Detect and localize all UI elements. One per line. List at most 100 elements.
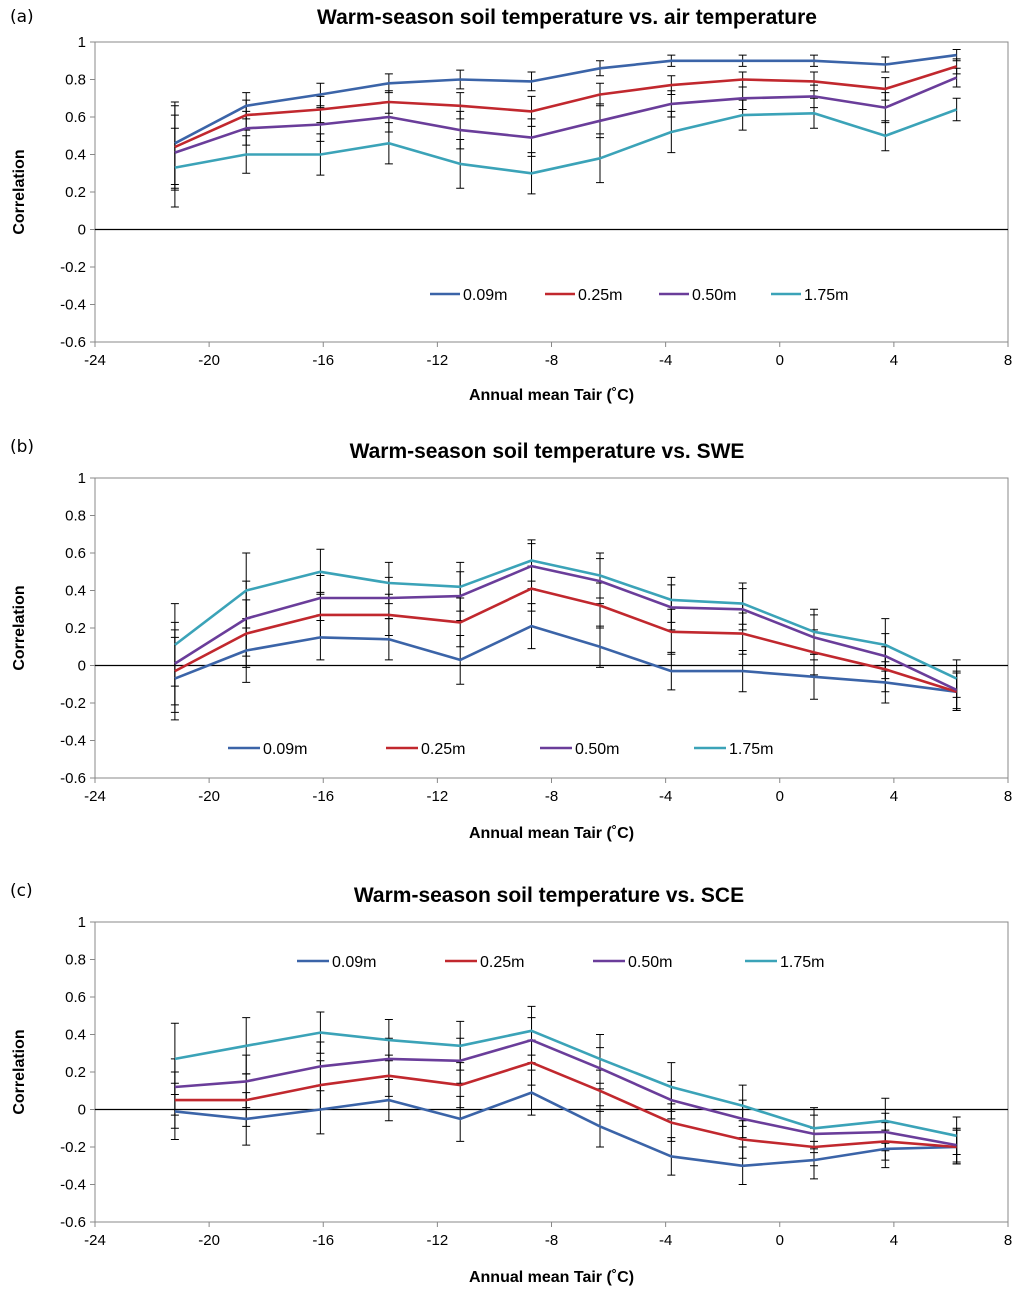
x-tick-label: -8	[545, 788, 558, 805]
legend-label: 0.25m	[578, 287, 622, 304]
series-line-0.50m	[174, 564, 958, 692]
y-tick-label: 0.2	[65, 620, 86, 637]
y-tick-label: 0.2	[65, 184, 86, 201]
legend-label: 0.09m	[463, 287, 507, 304]
legend-label: 0.09m	[263, 741, 307, 758]
series-line-0.25m	[174, 1061, 957, 1149]
y-axis-label: Correlation	[11, 1029, 28, 1114]
legend-label: 0.50m	[628, 954, 672, 971]
x-axis-label: Annual mean Tair (˚C)	[469, 387, 634, 404]
x-tick-label: 0	[776, 352, 784, 369]
panel-label: (b)	[10, 437, 34, 457]
x-tick-label: -20	[198, 1232, 220, 1249]
legend: 0.09m 0.25m 0.50m 1.75m	[430, 287, 848, 304]
error-bar	[170, 1022, 179, 1095]
x-tick-label: 0	[776, 788, 784, 805]
y-tick-label: 0.4	[65, 147, 86, 164]
series-line-1.75m	[174, 108, 958, 175]
x-tick-label: -8	[545, 352, 558, 369]
series-line-0.09m	[174, 1091, 957, 1168]
y-tick-label: -0.2	[60, 1139, 86, 1156]
x-tick-label: -24	[84, 1232, 106, 1249]
x-tick-label: 4	[890, 352, 898, 369]
x-tick-label: -12	[427, 788, 449, 805]
series-line-1.75m	[174, 1029, 957, 1138]
y-tick-label: 0.4	[65, 1027, 86, 1044]
y-tick-label: 0.6	[65, 545, 86, 562]
x-tick-label: -4	[659, 788, 672, 805]
x-tick-label: 0	[776, 1232, 784, 1249]
y-tick-label: 0.6	[65, 109, 86, 126]
chart-title: Warm-season soil temperature vs. SCE	[354, 884, 744, 907]
y-tick-label: 0.8	[65, 508, 86, 525]
y-tick-label: 0.6	[65, 989, 86, 1006]
x-tick-label: -24	[84, 788, 106, 805]
x-axis-label: Annual mean Tair (˚C)	[469, 1269, 634, 1286]
x-tick-label: -16	[312, 1232, 334, 1249]
legend-label: 0.25m	[421, 741, 465, 758]
x-tick-label: 4	[890, 1232, 898, 1249]
chart-title: Warm-season soil temperature vs. SWE	[350, 440, 745, 463]
y-tick-label: 0.8	[65, 952, 86, 969]
chart-title: Warm-season soil temperature vs. air tem…	[317, 6, 817, 29]
y-tick-label: 1	[78, 470, 86, 487]
x-tick-label: -20	[198, 788, 220, 805]
y-tick-label: -0.6	[60, 770, 86, 787]
panel-label: (a)	[10, 7, 34, 27]
y-axis-label: Correlation	[11, 585, 28, 670]
x-tick-label: -24	[84, 352, 106, 369]
y-tick-label: 0	[78, 222, 86, 239]
series-line-0.50m	[174, 1038, 957, 1147]
series-line-1.75m	[174, 559, 958, 680]
y-tick-label: 0.8	[65, 72, 86, 89]
error-bar	[952, 1116, 961, 1155]
series-line-0.50m	[174, 76, 958, 154]
y-tick-label: -0.4	[60, 1177, 86, 1194]
y-tick-label: 1	[78, 34, 86, 51]
y-tick-label: 0.2	[65, 1064, 86, 1081]
y-tick-label: 1	[78, 914, 86, 931]
chart-panel-2: (b) Warm-season soil temperature vs. SWE -…	[10, 437, 1012, 842]
series-line-0.25m	[174, 587, 957, 694]
panel-label: (c)	[10, 881, 33, 901]
chart-panel-1: (a) Warm-season soil temperature vs. air …	[10, 6, 1012, 404]
series-line-0.09m	[174, 53, 957, 145]
x-axis-label: Annual mean Tair (˚C)	[469, 825, 634, 842]
legend-label: 0.50m	[692, 287, 736, 304]
error-bar	[170, 127, 179, 208]
y-tick-label: -0.6	[60, 334, 86, 351]
y-tick-label: -0.2	[60, 259, 86, 276]
y-tick-label: 0.4	[65, 583, 86, 600]
x-tick-label: -4	[659, 1232, 672, 1249]
y-tick-label: -0.6	[60, 1214, 86, 1231]
legend: 0.09m 0.25m 0.50m 1.75m	[228, 741, 773, 758]
x-tick-label: 8	[1004, 788, 1012, 805]
y-tick-label: -0.4	[60, 733, 86, 750]
series-line-0.25m	[174, 65, 957, 149]
series-line-0.09m	[174, 624, 957, 694]
error-bar	[952, 97, 961, 122]
y-tick-label: -0.4	[60, 297, 86, 314]
x-tick-label: -16	[312, 788, 334, 805]
chart-panel-3: (c) Warm-season soil temperature vs. SCE -…	[10, 881, 1012, 1286]
x-tick-label: -12	[427, 1232, 449, 1249]
x-tick-label: -12	[427, 352, 449, 369]
legend: 0.09m 0.25m 0.50m 1.75m	[297, 954, 824, 971]
x-tick-label: -4	[659, 352, 672, 369]
x-tick-label: -8	[545, 1232, 558, 1249]
x-tick-label: 8	[1004, 352, 1012, 369]
y-tick-label: -0.2	[60, 695, 86, 712]
y-tick-label: 0	[78, 658, 86, 675]
legend-label: 1.75m	[729, 741, 773, 758]
x-tick-label: -16	[312, 352, 334, 369]
legend-label: 0.25m	[480, 954, 524, 971]
legend-label: 1.75m	[804, 287, 848, 304]
x-tick-label: -20	[198, 352, 220, 369]
y-axis-label: Correlation	[11, 149, 28, 234]
x-tick-label: 8	[1004, 1232, 1012, 1249]
legend-label: 1.75m	[780, 954, 824, 971]
legend-label: 0.09m	[332, 954, 376, 971]
y-tick-label: 0	[78, 1102, 86, 1119]
legend-label: 0.50m	[575, 741, 619, 758]
